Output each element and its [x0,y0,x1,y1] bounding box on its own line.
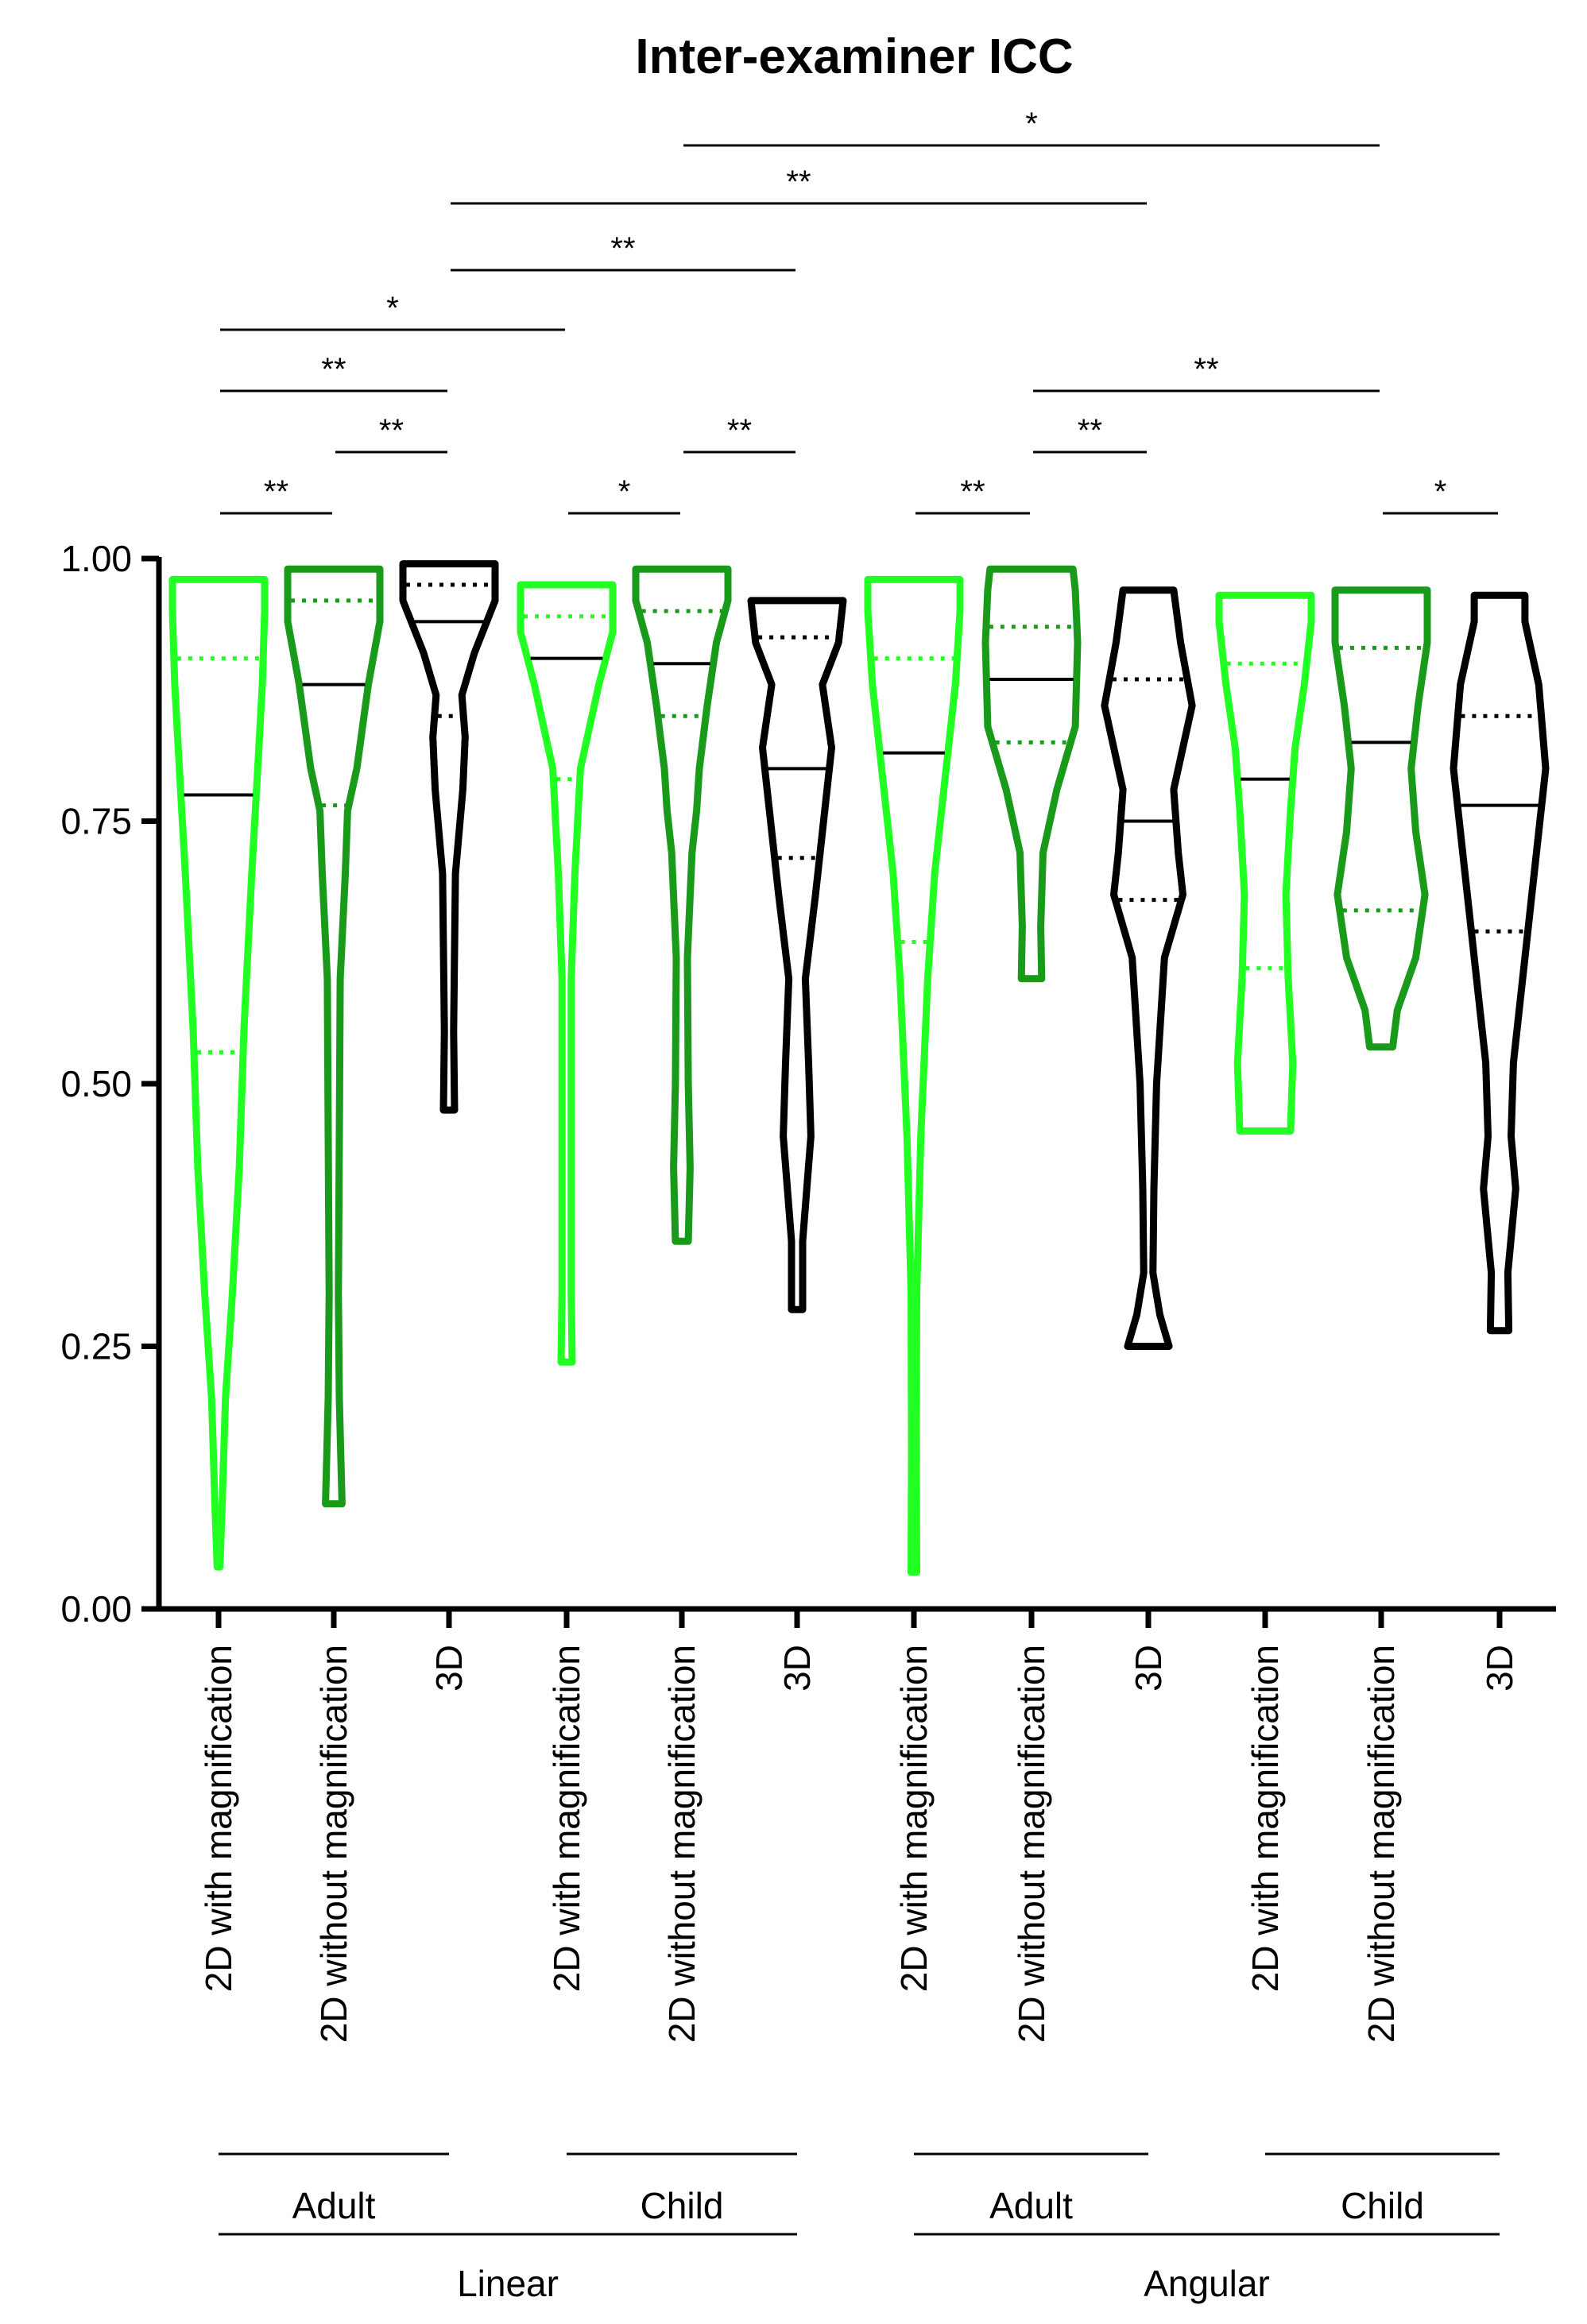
violin-9 [1101,586,1196,1350]
x-category-label: 2D with magnification [1244,1645,1286,1992]
x-category-label: 2D with magnification [893,1645,935,1992]
x-category-label: 2D without magnification [1361,1645,1402,2043]
violin-7 [864,575,964,1576]
group-label: Child [1341,2185,1424,2226]
violin-12 [1450,591,1550,1335]
violin-outline [747,597,847,1313]
group-label: Adult [292,2185,376,2226]
violin-11 [1331,586,1431,1051]
y-tick-label: 0.50 [60,1063,132,1104]
significance-label: ** [1078,413,1102,448]
significance-label: ** [960,474,985,509]
significance-bracket: * [683,106,1380,147]
significance-label: * [386,291,399,326]
y-tick-label: 0.25 [60,1326,132,1367]
significance-bracket: ** [451,231,795,272]
group-label-outer: Linear [457,2263,559,2304]
violins [168,560,1550,1576]
significance-bracket: ** [915,474,1030,515]
significance-bracket: ** [451,164,1147,205]
chart-title: Inter-examiner ICC [635,29,1073,84]
significance-label: ** [264,474,288,509]
significance-bracket: * [568,474,680,515]
violin-8 [981,565,1082,983]
violin-1 [168,575,269,1571]
violin-outline [1101,586,1196,1350]
significance-label: * [1025,106,1038,141]
violin-5 [632,565,732,1245]
violin-4 [517,581,617,1366]
violin-outline [632,565,732,1245]
x-category-label: 3D [428,1645,470,1692]
group-label-outer: Angular [1144,2263,1270,2304]
y-tick-label: 0.75 [60,801,132,842]
significance-bracket: ** [335,413,447,454]
group-label: Adult [989,2185,1073,2226]
significance-label: * [1434,474,1447,509]
violin-outline [1331,586,1431,1051]
significance-label: ** [727,413,752,448]
violin-outline [168,575,269,1571]
violin-outline [517,581,617,1366]
violin-outline [399,560,499,1114]
significance-bracket: ** [1033,413,1147,454]
x-category-label: 2D without magnification [661,1645,703,2043]
significance-label: ** [786,164,811,199]
y-tick-label: 0.00 [60,1588,132,1630]
violin-outline [864,575,964,1576]
significance-label: ** [610,231,635,266]
x-category-labels: 2D with magnification 2D without magnific… [198,1645,1520,2043]
violin-outline [284,565,384,1508]
axes: 0.00 0.25 0.50 0.75 1.00 [60,538,1556,1630]
violin-2 [284,565,384,1508]
violin-outline [1450,591,1550,1335]
x-category-label: 3D [1479,1645,1520,1692]
violin-10 [1215,591,1315,1135]
x-category-label: 3D [1128,1645,1169,1692]
significance-bracket: ** [220,352,447,392]
x-category-label: 2D with magnification [546,1645,587,1992]
significance-bracket: ** [683,413,795,454]
y-tick-label: 1.00 [60,538,132,579]
group-label: Child [641,2185,724,2226]
violin-outline [981,565,1082,983]
x-category-label: 2D without magnification [313,1645,354,2043]
significance-bracket: ** [220,474,332,515]
violin-outline [1215,591,1315,1135]
x-category-label: 2D with magnification [198,1645,239,1992]
significance-label: ** [379,413,404,448]
violin-3 [399,560,499,1114]
x-category-label: 3D [776,1645,818,1692]
group-labels: Adult Child Adult Child Linear Angular [219,2152,1500,2304]
significance-bracket: * [1383,474,1498,515]
x-category-label: 2D without magnification [1011,1645,1052,2043]
violin-6 [747,597,847,1313]
significance-label: ** [1194,352,1218,387]
significance-bracket: * [220,291,565,331]
significance-label: ** [321,352,346,387]
significance-brackets: ********************** [220,106,1498,515]
significance-label: * [618,474,631,509]
significance-bracket: ** [1033,352,1380,392]
